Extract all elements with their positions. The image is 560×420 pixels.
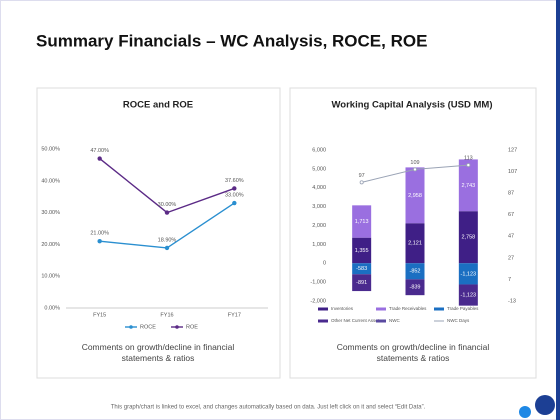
- data-label: -839: [409, 285, 420, 291]
- bar-segment: [352, 237, 372, 264]
- data-label: 21.00%: [90, 231, 109, 237]
- point: [97, 156, 102, 161]
- y-tick-label: 5,000: [312, 166, 326, 172]
- bar-segment: [405, 263, 425, 280]
- data-label: -583: [356, 266, 367, 272]
- y-tick-label: 6,000: [312, 147, 326, 153]
- bar-segment: [352, 263, 372, 275]
- chart-title: Working Capital Analysis (USD MM): [332, 100, 493, 111]
- data-label: -1,123: [461, 292, 477, 298]
- data-label: 47.00%: [90, 148, 109, 154]
- data-label: 2,758: [461, 235, 475, 241]
- point: [97, 239, 102, 244]
- bar-segment: [458, 263, 478, 285]
- y-tick-label: 10.00%: [41, 274, 60, 280]
- decor: [535, 395, 555, 415]
- legend-swatch: [318, 307, 328, 311]
- bar-segment: [458, 211, 478, 264]
- chart-title: ROCE and ROE: [123, 100, 193, 111]
- bar-segment: [352, 274, 372, 292]
- legend-label: ROCE: [140, 324, 156, 330]
- x-tick-label: FY17: [228, 312, 241, 318]
- point: [466, 163, 471, 168]
- slide-title: Summary Financials – WC Analysis, ROCE, …: [36, 31, 427, 50]
- data-label: -891: [356, 280, 367, 286]
- y2-tick-label: 87: [508, 191, 514, 197]
- legend-marker: [129, 325, 133, 329]
- legend-swatch: [434, 307, 444, 311]
- panel: [36, 87, 281, 379]
- y-tick-label: 2,000: [312, 223, 326, 229]
- y2-tick-label: 127: [508, 147, 517, 153]
- right-edge: [556, 0, 560, 420]
- legend-label: Inventories: [331, 306, 354, 311]
- legend-label: ROE: [186, 324, 198, 330]
- legend-label: Trade Payables: [447, 306, 479, 311]
- point: [359, 180, 364, 185]
- legend-label: NWC Days: [447, 318, 470, 323]
- point: [164, 210, 170, 215]
- y-tick-label: 30.00%: [41, 210, 60, 216]
- bar-segment: [458, 159, 478, 212]
- y-tick-label: -1,000: [310, 280, 326, 286]
- legend-label: Other Net Current Assets: [331, 318, 382, 323]
- comment-box: Comments on growth/decline in financial …: [336, 342, 490, 363]
- y-tick-label: 40.00%: [41, 178, 60, 184]
- data-label: -1,123: [461, 271, 477, 277]
- data-label: 30.00%: [158, 202, 177, 208]
- data-label: 2,121: [408, 241, 422, 247]
- y-tick-label: 1,000: [312, 242, 326, 248]
- data-label: 97: [359, 173, 365, 179]
- y2-tick-label: 7: [508, 277, 511, 283]
- data-label: 1,713: [355, 219, 369, 225]
- bar-segment: [405, 223, 425, 264]
- bar-segment: [458, 284, 478, 306]
- y2-tick-label: 107: [508, 169, 517, 175]
- y-tick-label: 0: [323, 261, 326, 267]
- data-label: 18.90%: [158, 237, 177, 243]
- y-tick-label: 50.00%: [41, 146, 60, 152]
- y2-tick-label: 27: [508, 255, 514, 261]
- footer-note: This graph/chart is linked to excel, and…: [111, 405, 426, 411]
- y2-tick-label: 47: [508, 234, 514, 240]
- legend-swatch: [376, 319, 386, 323]
- comment: Comments on growth/decline in financial …: [336, 342, 490, 363]
- legend-swatch: [376, 307, 386, 311]
- bar-segment: [405, 167, 425, 224]
- data-label: 1,355: [355, 248, 369, 254]
- legend-label: NWC: [389, 318, 400, 323]
- y-tick-label: 0.00%: [44, 305, 60, 311]
- data-label: 37.60%: [225, 178, 244, 184]
- point: [232, 200, 237, 206]
- data-label: 109: [410, 160, 419, 166]
- legend-label: Trade Receivables: [389, 306, 427, 311]
- data-label: -852: [409, 269, 420, 275]
- legend-swatch: [318, 319, 328, 323]
- decor: [519, 406, 531, 418]
- y-tick-label: 3,000: [312, 204, 326, 210]
- x-tick-label: FY16: [160, 312, 173, 318]
- y2-tick-label: 67: [508, 212, 514, 218]
- comment: Comments on growth/decline in financial …: [81, 342, 235, 363]
- data-label: 2,958: [408, 193, 422, 199]
- legend-marker: [175, 325, 179, 329]
- y-tick-label: -2,000: [310, 298, 326, 304]
- point: [164, 245, 170, 251]
- x-tick-label: FY15: [93, 312, 106, 318]
- bar-segment: [405, 279, 425, 296]
- point: [232, 186, 237, 191]
- bar-segment: [352, 205, 372, 238]
- comment-box: Comments on growth/decline in financial …: [81, 342, 235, 363]
- data-label: 2,743: [461, 183, 475, 189]
- y-tick-label: 20.00%: [41, 242, 60, 248]
- y-tick-label: 4,000: [312, 185, 326, 191]
- point: [412, 167, 417, 172]
- y2-tick-label: -13: [508, 298, 516, 304]
- data-label: 33.00%: [225, 193, 244, 199]
- data-label: 113: [464, 156, 473, 162]
